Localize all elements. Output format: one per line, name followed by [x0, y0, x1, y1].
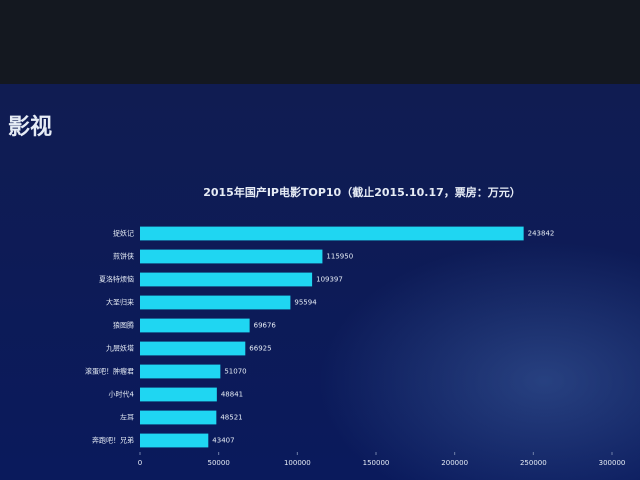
value-label: 43407 — [212, 437, 234, 445]
y-tick-label: 奔跑吧！兄弟 — [92, 436, 134, 445]
bar — [140, 387, 217, 402]
value-label: 69676 — [254, 322, 277, 330]
y-tick-label: 大圣归来 — [106, 298, 134, 307]
value-label: 51070 — [224, 368, 246, 376]
y-tick-label: 九层妖塔 — [106, 344, 134, 353]
y-tick-label: 滚蛋吧！肿瘤君 — [85, 367, 134, 376]
value-label: 109397 — [316, 276, 343, 284]
chart-title: 2015年国产IP电影TOP10（截止2015.10.17，票房：万元） — [203, 185, 521, 199]
x-tick-label: 150000 — [363, 459, 390, 467]
bar — [140, 341, 246, 356]
y-tick-label: 左耳 — [120, 413, 134, 422]
value-label: 48521 — [220, 414, 242, 422]
y-tick-label: 狼图腾 — [113, 321, 134, 330]
value-label: 243842 — [528, 230, 555, 238]
slide-header: 影视 — [8, 114, 52, 140]
value-label: 48841 — [221, 391, 243, 399]
bar — [140, 410, 217, 425]
bar — [140, 364, 221, 379]
bar — [140, 249, 323, 264]
y-tick-label: 小时代4 — [109, 390, 135, 399]
bar — [140, 226, 524, 241]
bar — [140, 433, 209, 448]
value-label: 66925 — [249, 345, 271, 353]
x-tick-label: 200000 — [441, 459, 468, 467]
ceiling — [0, 0, 640, 88]
y-tick-label: 夏洛特烦恼 — [99, 275, 134, 284]
bar — [140, 295, 291, 310]
x-tick-label: 100000 — [284, 459, 311, 467]
x-tick-label: 50000 — [208, 459, 230, 467]
x-tick-label: 250000 — [520, 459, 547, 467]
bar — [140, 318, 250, 333]
y-tick-label: 捉妖记 — [113, 229, 134, 238]
x-tick-label: 0 — [138, 459, 142, 467]
y-tick-label: 煎饼侠 — [113, 252, 134, 261]
value-label: 115950 — [326, 253, 353, 261]
light — [0, 84, 640, 480]
value-label: 95594 — [294, 299, 317, 307]
bar — [140, 272, 313, 287]
x-tick-label: 300000 — [599, 459, 626, 467]
